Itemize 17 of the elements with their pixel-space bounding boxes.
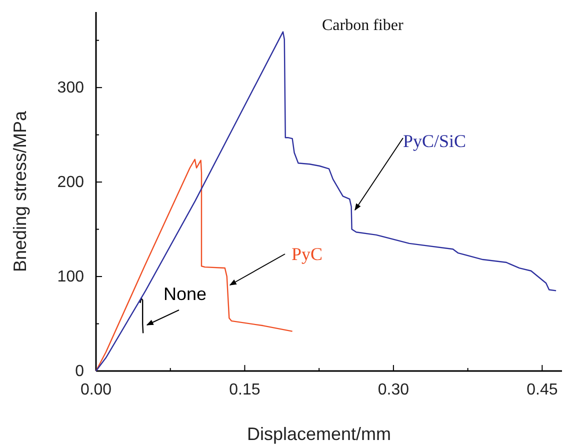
text: PyC <box>291 244 323 264</box>
y-axis-title: Bneding stress/MPa <box>10 110 30 272</box>
x-axis-title: Displacement/mm <box>246 424 392 444</box>
annotation: Carbon fiber <box>322 17 404 34</box>
line-series <box>140 298 144 334</box>
line-series <box>95 158 293 372</box>
x-tick-label: 0.30 <box>378 381 410 398</box>
text: PyC/SiC <box>403 131 466 151</box>
y-tick-label: 200 <box>57 174 84 192</box>
x-tick-label: 0.00 <box>80 381 112 398</box>
x-tick-label: 0.45 <box>526 381 558 398</box>
y-tick-label: 100 <box>57 268 84 286</box>
line-series <box>95 31 557 372</box>
x-tick-label: 0.15 <box>229 381 260 398</box>
series-label: None <box>163 284 207 304</box>
y-tick-label: 0 <box>75 363 84 380</box>
y-tick-label: 300 <box>57 80 84 97</box>
